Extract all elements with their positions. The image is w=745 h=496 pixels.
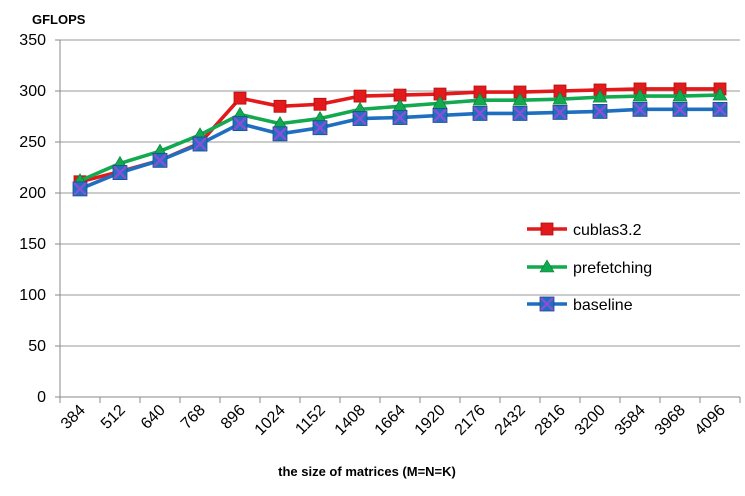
- x-tick-label: 2432: [492, 402, 529, 439]
- data-point: [512, 106, 528, 121]
- legend-label: cublas3.2: [573, 222, 642, 239]
- data-point: [472, 92, 488, 106]
- x-tick-label: 1664: [372, 402, 409, 439]
- data-point: [552, 91, 568, 105]
- x-tick-label: 1152: [292, 402, 328, 438]
- data-point: [552, 105, 568, 120]
- x-tick-label: 1024: [252, 402, 289, 439]
- series-group: [72, 82, 728, 197]
- x-tick-label: 1408: [332, 402, 369, 439]
- data-point: [233, 91, 247, 105]
- data-point: [712, 101, 728, 117]
- y-tick-label: 250: [19, 134, 46, 151]
- x-tick-label: 4096: [692, 402, 729, 439]
- x-tick-label: 3584: [612, 402, 649, 439]
- data-point: [712, 87, 728, 101]
- series-prefetching: [72, 87, 728, 187]
- legend-item: prefetching: [527, 259, 652, 277]
- legend-label: baseline: [573, 297, 633, 314]
- x-tick-label: 512: [98, 402, 129, 433]
- x-axis-title: the size of matrices (M=N=K): [278, 464, 456, 479]
- data-point: [472, 106, 488, 121]
- data-point: [192, 136, 208, 152]
- data-point: [592, 89, 608, 103]
- x-tick-label: 896: [218, 402, 249, 433]
- series-cublas3.2: [73, 82, 727, 189]
- data-point: [672, 88, 688, 102]
- legend-marker: [539, 296, 555, 312]
- data-point: [432, 108, 448, 123]
- y-tick-label: 150: [19, 236, 46, 253]
- y-tick-label: 200: [19, 185, 46, 202]
- data-point: [353, 89, 367, 103]
- x-tick-label: 768: [178, 402, 209, 433]
- data-point: [352, 111, 368, 126]
- x-tick-label: 2176: [452, 402, 489, 439]
- data-point: [672, 101, 688, 117]
- y-axis-title: GFLOPS: [32, 12, 86, 27]
- legend-marker: [540, 222, 554, 236]
- legend: cublas3.2 prefetching baseline: [527, 222, 652, 314]
- y-tick-label: 50: [28, 338, 46, 355]
- x-tick-label: 2816: [532, 402, 569, 439]
- legend-item: baseline: [527, 296, 633, 314]
- data-point: [72, 181, 88, 197]
- legend-item: cublas3.2: [527, 222, 642, 239]
- x-tick-label: 3968: [652, 402, 689, 439]
- data-point: [632, 88, 648, 102]
- data-point: [273, 99, 287, 113]
- legend-label: prefetching: [573, 260, 652, 277]
- data-point: [272, 126, 288, 142]
- data-point: [392, 110, 408, 125]
- y-tick-label: 350: [19, 32, 46, 49]
- series-baseline: [72, 101, 728, 197]
- gridlines: [59, 39, 740, 398]
- data-point: [592, 104, 608, 119]
- y-tick-label: 300: [19, 83, 46, 100]
- data-point: [152, 152, 168, 168]
- x-tick-label: 1920: [412, 402, 449, 439]
- data-point: [632, 101, 648, 117]
- data-point: [112, 165, 128, 181]
- legend-marker: [539, 259, 555, 273]
- data-point: [313, 97, 327, 111]
- x-tick-label: 640: [138, 402, 169, 433]
- x-axis-ticks: 384 512 640 768 896 1024 1152 1408 1664 1920 2176 2…: [58, 397, 741, 439]
- y-axis-ticks: 0 50 100 150 200 250 300 350: [19, 32, 60, 406]
- x-tick-label: 384: [58, 402, 89, 433]
- y-tick-label: 100: [19, 287, 46, 304]
- x-tick-label: 3200: [572, 402, 609, 439]
- data-point: [312, 120, 328, 136]
- data-point: [232, 116, 248, 132]
- y-tick-label: 0: [37, 389, 46, 406]
- data-point: [512, 92, 528, 106]
